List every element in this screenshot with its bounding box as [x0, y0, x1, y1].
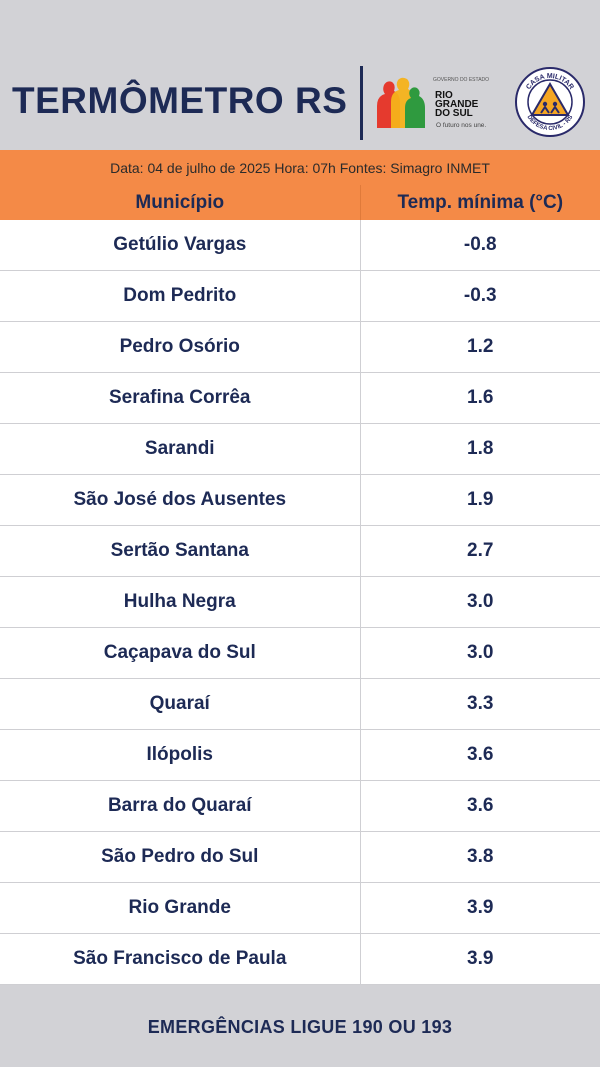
- table-row: Rio Grande 3.9: [0, 882, 600, 934]
- table-row: Hulha Negra 3.0: [0, 576, 600, 628]
- header: TERMÔMETRO RS GOVERNO DO ESTADO RIO GRAN…: [0, 0, 600, 150]
- table-row: Dom Pedrito -0.3: [0, 270, 600, 322]
- table-row: Sertão Santana 2.7: [0, 525, 600, 577]
- column-header-temp: Temp. mínima (°C): [360, 185, 600, 220]
- emergency-footer: EMERGÊNCIAS LIGUE 190 OU 193: [147, 1017, 453, 1037]
- cell-temp: 3.9: [360, 933, 600, 985]
- page-title: TERMÔMETRO RS: [12, 80, 348, 121]
- cell-municipio: Getúlio Vargas: [0, 220, 361, 271]
- cell-temp: 1.6: [360, 372, 600, 424]
- header-divider: [360, 66, 363, 140]
- rs-government-logo: GOVERNO DO ESTADO RIO GRANDE DO SUL O fu…: [373, 72, 513, 132]
- cell-municipio: Dom Pedrito: [0, 270, 361, 322]
- cell-temp: 3.9: [360, 882, 600, 934]
- cell-municipio: São José dos Ausentes: [0, 474, 361, 526]
- cell-municipio: Serafina Corrêa: [0, 372, 361, 424]
- cell-municipio: Caçapava do Sul: [0, 627, 361, 679]
- temperature-table: Município Temp. mínima (°C) Getúlio Varg…: [0, 185, 600, 985]
- cell-temp: 1.8: [360, 423, 600, 475]
- cell-temp: 3.8: [360, 831, 600, 883]
- cell-municipio: São Pedro do Sul: [0, 831, 361, 883]
- table-row: Serafina Corrêa 1.6: [0, 372, 600, 424]
- table-row: Barra do Quaraí 3.6: [0, 780, 600, 832]
- info-bar: Data: 04 de julho de 2025 Hora: 07h Font…: [0, 150, 600, 185]
- cell-municipio: Ilópolis: [0, 729, 361, 781]
- cell-temp: 1.9: [360, 474, 600, 526]
- defesa-civil-seal-icon: CASA MILITAR DEFESA CIVIL - RS: [515, 67, 585, 137]
- cell-temp: 3.6: [360, 780, 600, 832]
- cell-municipio: Pedro Osório: [0, 321, 361, 373]
- gov-name-line: DO SUL: [435, 108, 473, 119]
- cell-temp: 3.0: [360, 627, 600, 679]
- cell-municipio: Rio Grande: [0, 882, 361, 934]
- cell-temp: 2.7: [360, 525, 600, 577]
- cell-temp: 3.0: [360, 576, 600, 628]
- gov-name-line: RIO: [435, 90, 453, 101]
- cell-municipio: Barra do Quaraí: [0, 780, 361, 832]
- gov-state-name: RIO GRANDE DO SUL: [435, 90, 495, 119]
- cell-municipio: São Francisco de Paula: [0, 933, 361, 985]
- cell-temp: 1.2: [360, 321, 600, 373]
- cell-municipio: Sarandi: [0, 423, 361, 475]
- column-header-municipio: Município: [0, 185, 361, 220]
- gov-slogan: O futuro nos une.: [436, 122, 487, 129]
- cell-temp: 3.3: [360, 678, 600, 730]
- date-source-info: Data: 04 de julho de 2025 Hora: 07h Font…: [110, 160, 490, 176]
- table-row: Ilópolis 3.6: [0, 729, 600, 781]
- table-row: Quaraí 3.3: [0, 678, 600, 730]
- cell-municipio: Quaraí: [0, 678, 361, 730]
- cell-municipio: Hulha Negra: [0, 576, 361, 628]
- table-row: São Pedro do Sul 3.8: [0, 831, 600, 883]
- cell-temp: 3.6: [360, 729, 600, 781]
- cell-temp: -0.8: [360, 220, 600, 271]
- table-row: São Francisco de Paula 3.9: [0, 933, 600, 985]
- table-row: Caçapava do Sul 3.0: [0, 627, 600, 679]
- gov-small-text: GOVERNO DO ESTADO: [433, 77, 490, 83]
- gov-name-line: GRANDE: [435, 99, 479, 110]
- table-row: São José dos Ausentes 1.9: [0, 474, 600, 526]
- rs-figures-icon: [377, 77, 425, 128]
- table-row: Pedro Osório 1.2: [0, 321, 600, 373]
- table-header-row: Município Temp. mínima (°C): [0, 185, 600, 220]
- cell-temp: -0.3: [360, 270, 600, 322]
- table-row: Getúlio Vargas -0.8: [0, 220, 600, 271]
- cell-municipio: Sertão Santana: [0, 525, 361, 577]
- table-row: Sarandi 1.8: [0, 423, 600, 475]
